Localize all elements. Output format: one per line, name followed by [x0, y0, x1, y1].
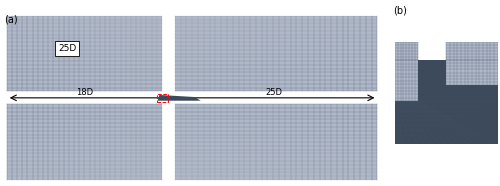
FancyBboxPatch shape [175, 104, 378, 180]
Polygon shape [158, 95, 200, 101]
Text: 25D: 25D [58, 44, 76, 53]
Bar [157, 94, 168, 102]
FancyBboxPatch shape [175, 16, 378, 91]
Text: (b): (b) [394, 6, 407, 16]
Polygon shape [395, 42, 498, 101]
Text: 25D: 25D [266, 88, 282, 97]
Polygon shape [395, 101, 498, 144]
Polygon shape [418, 60, 446, 85]
Polygon shape [395, 85, 498, 144]
FancyBboxPatch shape [7, 104, 162, 180]
Text: (a): (a) [4, 14, 18, 24]
FancyBboxPatch shape [7, 16, 162, 91]
Text: 18D: 18D [76, 88, 93, 97]
